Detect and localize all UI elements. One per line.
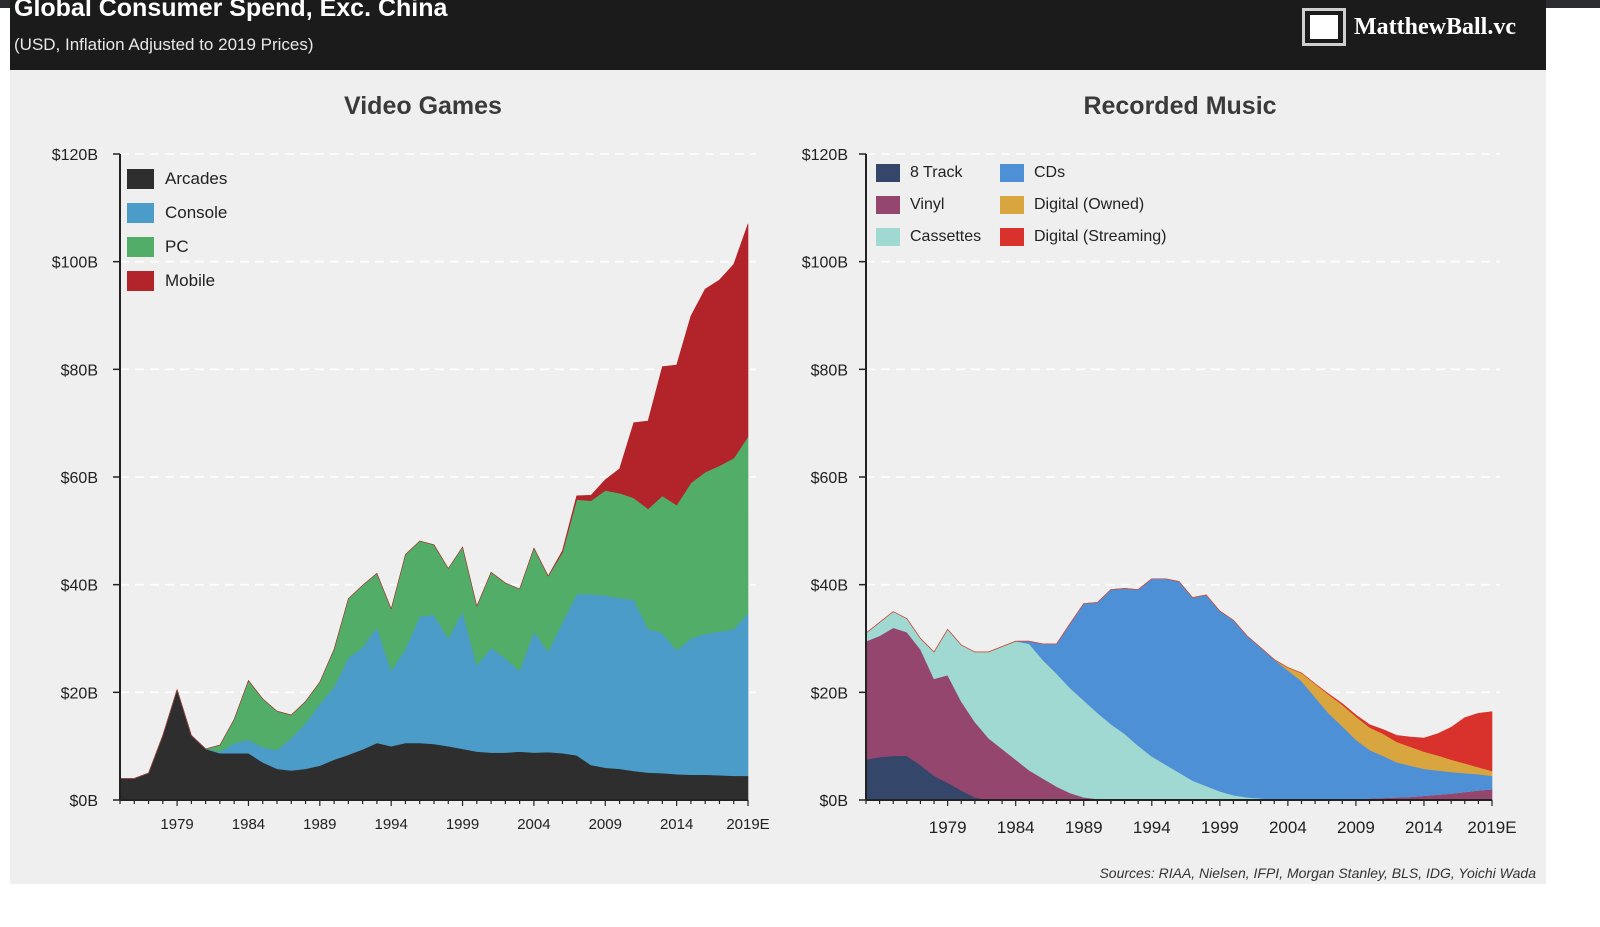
chart-header: Global Consumer Spend, Exc. China (USD, … (10, 0, 1546, 70)
legend-swatch (876, 164, 900, 182)
series-area-mobile (119, 223, 749, 779)
recorded-music-title: Recorded Music (1083, 92, 1276, 120)
y-tick-label: $0B (70, 793, 98, 810)
legend-label: Console (165, 203, 228, 222)
square-logo-icon (1302, 8, 1347, 46)
legend-label: Arcades (165, 169, 228, 188)
x-tick-label: 2009 (1337, 818, 1375, 837)
y-tick-label: $120B (802, 147, 848, 164)
legend-swatch (876, 196, 900, 214)
x-tick-label: 1999 (446, 816, 479, 833)
legend-label: Vinyl (910, 196, 945, 213)
brand-name: MatthewBall.vc (1354, 13, 1516, 40)
y-tick-label: $0B (820, 793, 848, 810)
legend-swatch (1000, 164, 1024, 182)
legend-swatch (127, 169, 154, 189)
y-tick-label: $120B (52, 147, 98, 164)
legend-label: CDs (1034, 164, 1066, 181)
x-tick-label: 2004 (1269, 818, 1307, 837)
x-tick-label: 1984 (997, 818, 1035, 837)
source-note: Sources: RIAA, Nielsen, IFPI, Morgan Sta… (1099, 865, 1536, 881)
brand: MatthewBall.vc (1302, 8, 1516, 46)
legend-label: 8 Track (910, 164, 963, 181)
y-tick-label: $20B (811, 685, 848, 702)
page-title: Global Consumer Spend, Exc. China (14, 0, 448, 22)
legend-label: Cassettes (910, 228, 982, 245)
y-tick-label: $100B (52, 255, 98, 272)
x-tick-label: 1999 (1201, 818, 1239, 837)
y-tick-label: $80B (61, 362, 98, 379)
legend-item-cassettes: Cassettes (876, 224, 1000, 250)
x-tick-label: 1989 (1065, 818, 1103, 837)
y-tick-label: $100B (802, 255, 848, 272)
legend-item-digital-owned: Digital (Owned) (1000, 192, 1166, 218)
legend-label: Digital (Owned) (1034, 196, 1145, 213)
video-games-title: Video Games (344, 92, 502, 120)
y-tick-label: $20B (61, 685, 98, 702)
x-tick-label: 2004 (517, 816, 550, 833)
legend-item-console: Console (127, 196, 227, 230)
y-tick-label: $40B (811, 578, 848, 595)
page-subtitle: (USD, Inflation Adjusted to 2019 Prices) (14, 35, 314, 54)
legend-item-cds: CDs (1000, 160, 1166, 186)
legend-item-pc: PC (127, 230, 227, 264)
y-tick-label: $60B (61, 470, 98, 487)
x-tick-label: 2014 (660, 816, 693, 833)
legend-video-games: Arcades Console PC Mobile (127, 162, 227, 298)
legend-item-arcades: Arcades (127, 162, 227, 196)
recorded-music-chart: Recorded Music $0B $20B $40B $60B $80B $100B $1… (802, 92, 1517, 837)
legend-label: PC (165, 237, 189, 256)
x-tick-label: 2009 (589, 816, 622, 833)
x-tick-label: 1994 (374, 816, 407, 833)
legend-item-mobile: Mobile (127, 264, 227, 298)
legend-label: Digital (Streaming) (1034, 228, 1167, 245)
legend-swatch (127, 203, 154, 223)
series-area-digital-streaming (865, 578, 1493, 772)
x-tick-label: 1979 (929, 818, 967, 837)
x-tick-label: 1994 (1133, 818, 1171, 837)
video-games-chart: Video Games $0B $20B $40B $60B $80B $100B $120B… (52, 92, 770, 833)
x-tick-label: 2019E (726, 816, 769, 833)
legend-recorded-music: 8 Track CDs Vinyl Digital (Owned) Cassettes D… (876, 160, 1166, 250)
legend-item-digital-streaming: Digital (Streaming) (1000, 224, 1166, 250)
y-tick-label: $40B (61, 578, 98, 595)
legend-item-vinyl: Vinyl (876, 192, 1000, 218)
legend-item-8-track: 8 Track (876, 160, 1000, 186)
x-tick-label: 2019E (1467, 818, 1516, 837)
legend-label: Mobile (165, 271, 216, 290)
legend-swatch (1000, 228, 1024, 246)
x-tick-label: 2014 (1405, 818, 1443, 837)
legend-swatch (876, 228, 900, 246)
legend-swatch (1000, 196, 1024, 214)
y-tick-label: $60B (811, 470, 848, 487)
x-tick-label: 1989 (303, 816, 336, 833)
x-tick-label: 1984 (232, 816, 265, 833)
legend-swatch (127, 271, 154, 291)
legend-swatch (127, 237, 154, 257)
y-tick-label: $80B (811, 362, 848, 379)
x-tick-label: 1979 (160, 816, 193, 833)
